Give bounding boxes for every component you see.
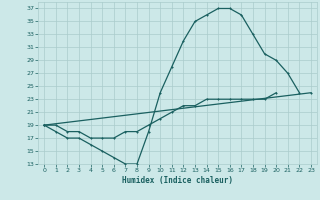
X-axis label: Humidex (Indice chaleur): Humidex (Indice chaleur): [122, 176, 233, 185]
